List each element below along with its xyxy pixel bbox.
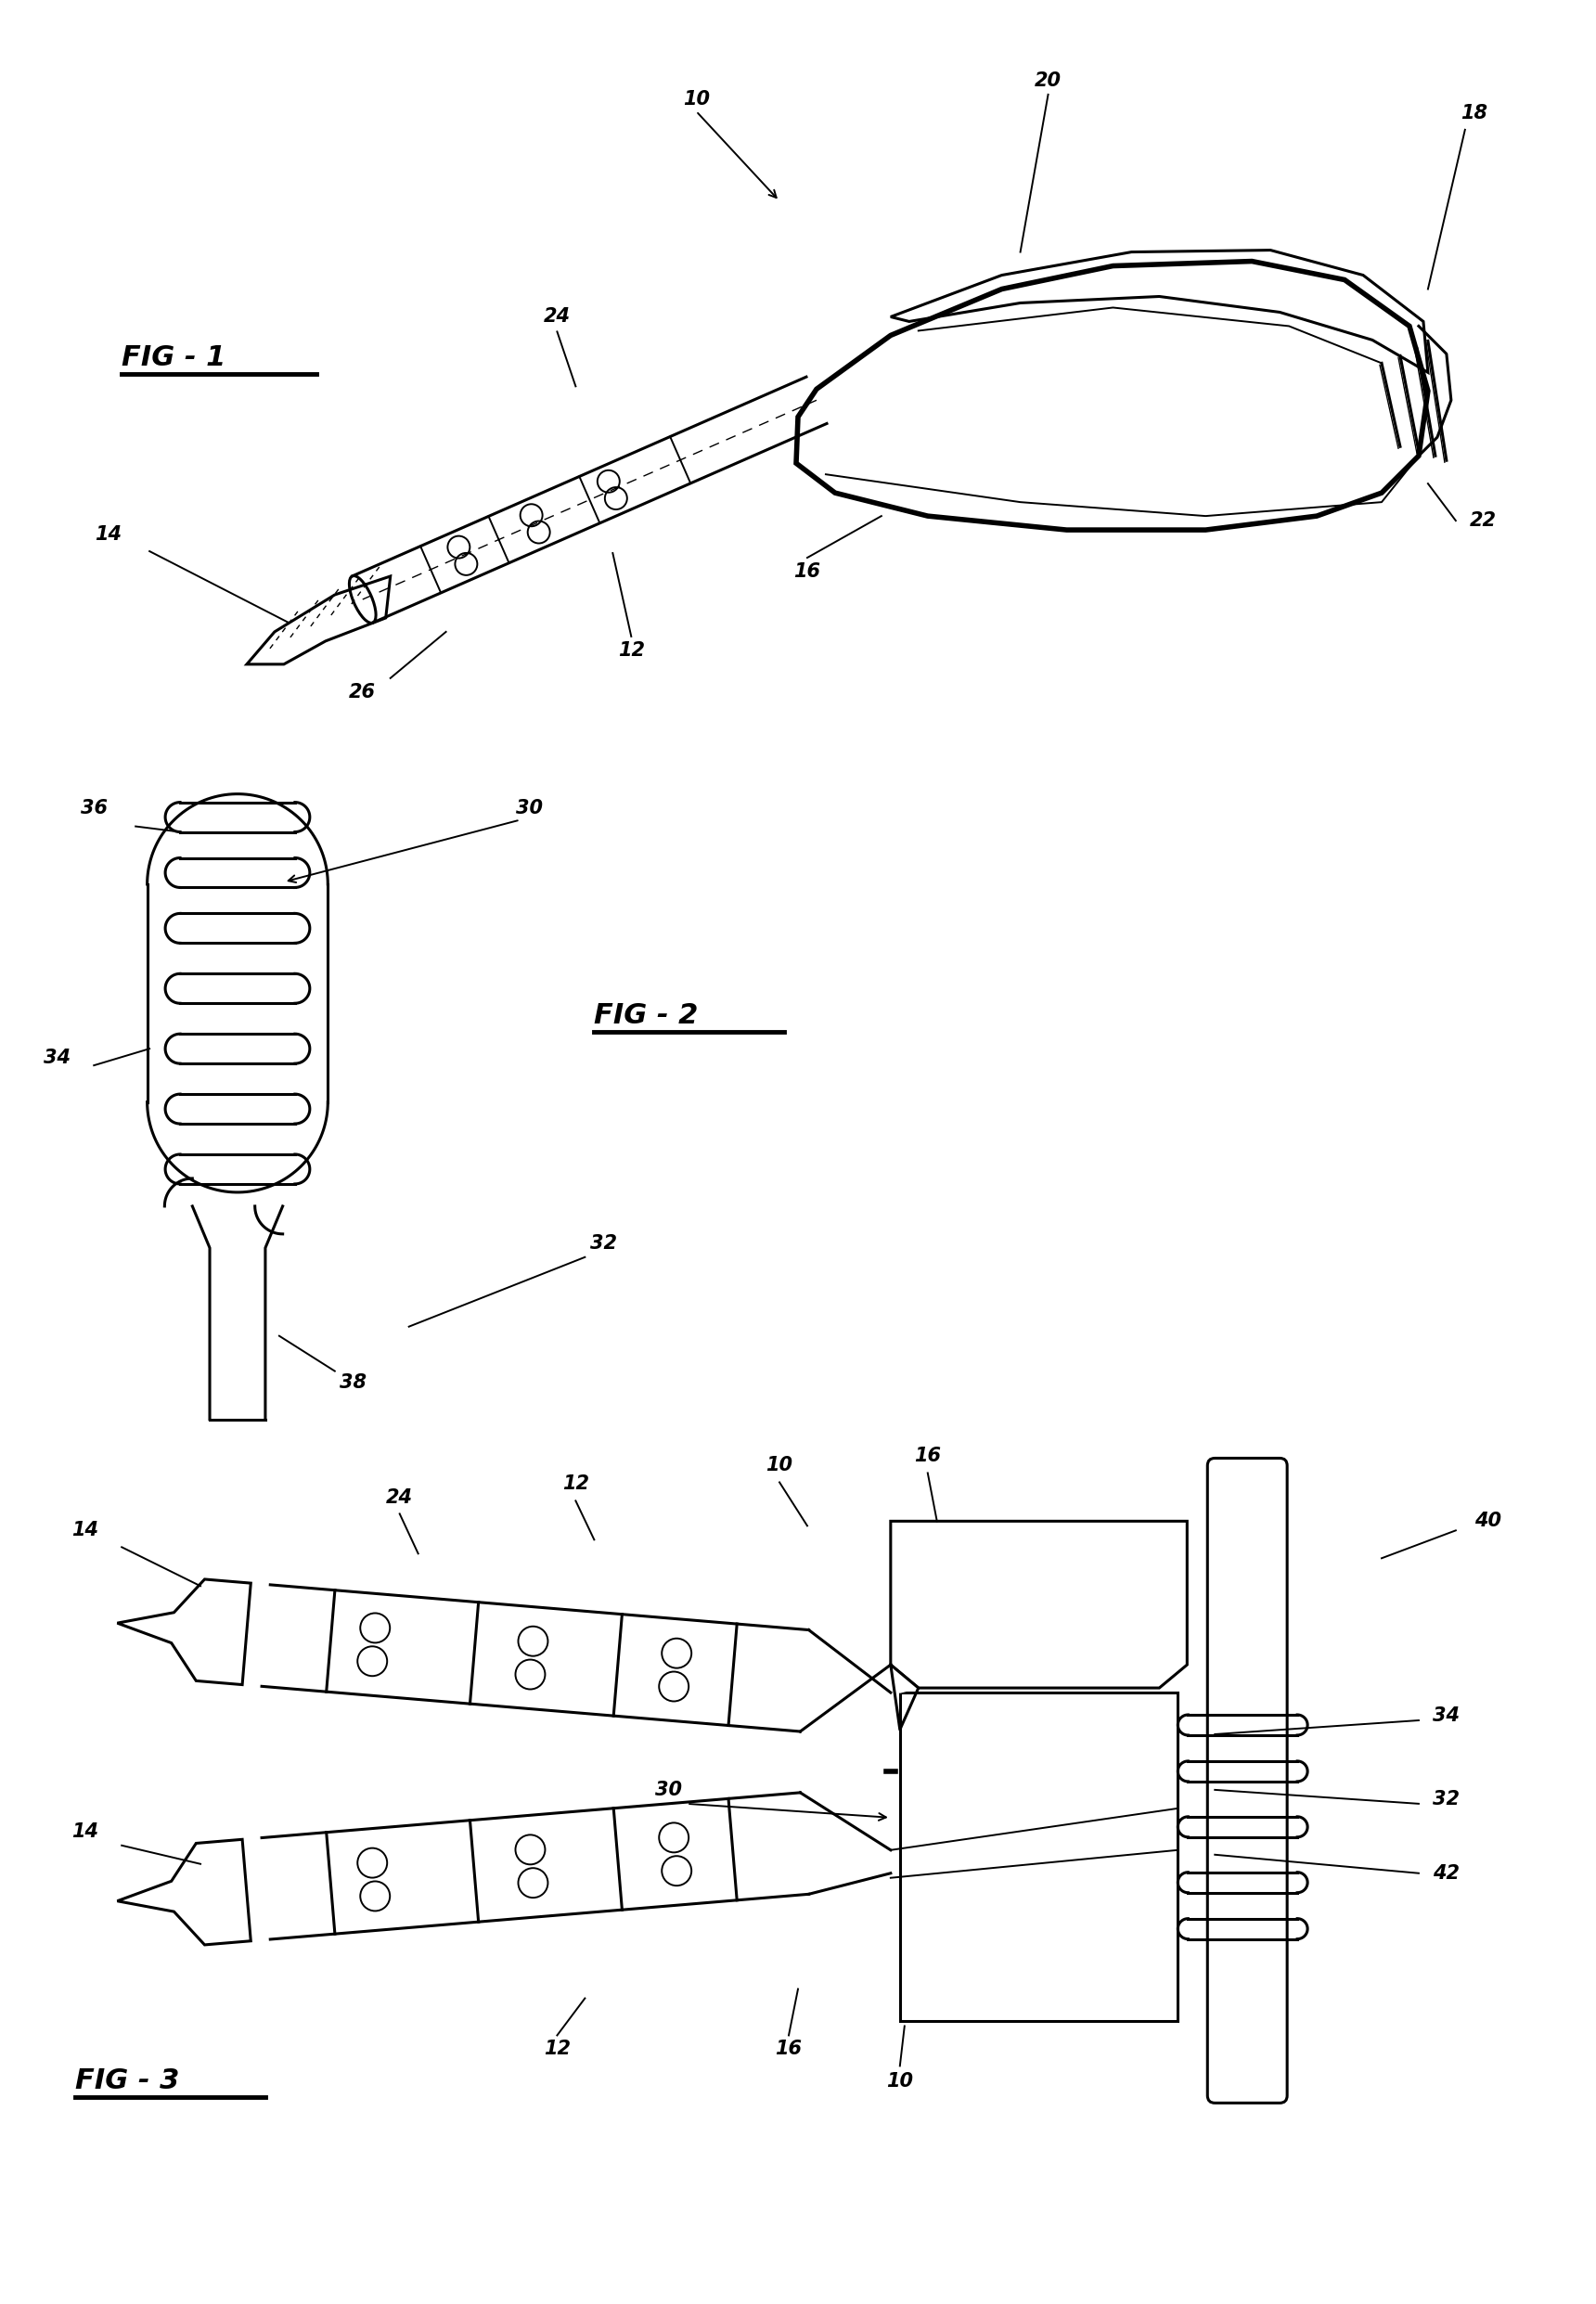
Text: 24: 24 — [544, 306, 571, 327]
Text: 32: 32 — [591, 1235, 618, 1253]
Text: 20: 20 — [1034, 71, 1061, 90]
Text: 40: 40 — [1475, 1511, 1502, 1530]
Text: 22: 22 — [1470, 511, 1497, 530]
Text: FIG - 2: FIG - 2 — [594, 1002, 699, 1030]
Text: 10: 10 — [886, 2071, 913, 2092]
Text: 30: 30 — [516, 799, 543, 818]
Text: 10: 10 — [766, 1456, 793, 1475]
Text: 10: 10 — [683, 90, 710, 108]
Text: 12: 12 — [618, 641, 645, 659]
Text: 14: 14 — [94, 525, 121, 544]
Text: 32: 32 — [1433, 1790, 1460, 1809]
Text: 16: 16 — [776, 2039, 803, 2057]
Text: 30: 30 — [654, 1781, 681, 1799]
Text: 12: 12 — [562, 1475, 589, 1493]
Text: 38: 38 — [340, 1373, 367, 1392]
Text: 36: 36 — [80, 799, 107, 818]
Text: 18: 18 — [1460, 104, 1487, 122]
Text: 14: 14 — [72, 1521, 97, 1539]
Text: 34: 34 — [1433, 1707, 1460, 1726]
Text: FIG - 1: FIG - 1 — [121, 346, 227, 371]
Text: 26: 26 — [350, 682, 377, 700]
Text: 16: 16 — [793, 562, 820, 581]
Text: 12: 12 — [544, 2039, 571, 2057]
Text: 24: 24 — [386, 1488, 413, 1507]
Text: FIG - 3: FIG - 3 — [75, 2067, 180, 2094]
Polygon shape — [891, 1666, 918, 1693]
Text: 14: 14 — [72, 1822, 97, 1841]
Text: 42: 42 — [1433, 1864, 1460, 1882]
Text: 34: 34 — [43, 1048, 70, 1067]
Text: 16: 16 — [915, 1447, 942, 1465]
